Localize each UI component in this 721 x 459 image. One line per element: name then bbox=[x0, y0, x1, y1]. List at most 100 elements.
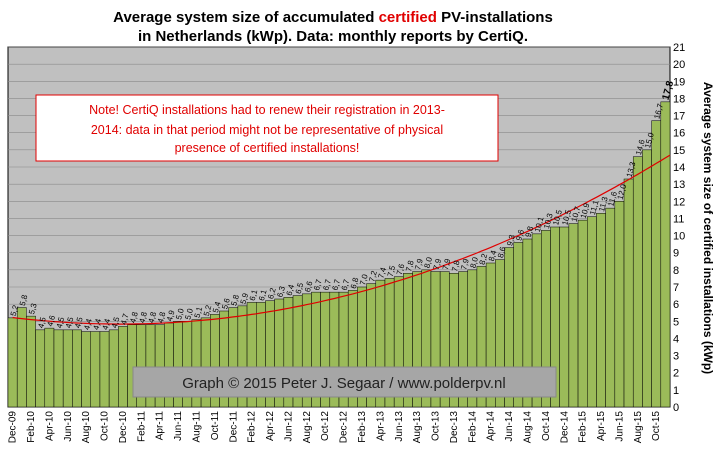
x-tick-label: Aug-12 bbox=[302, 411, 313, 444]
bar bbox=[568, 223, 579, 408]
x-tick-label: Aug-15 bbox=[633, 411, 644, 444]
bar bbox=[81, 331, 92, 408]
value-label: 4,9 bbox=[165, 309, 177, 323]
x-tick-label: Jun-12 bbox=[283, 411, 294, 442]
y-tick-label: 2 bbox=[673, 368, 679, 380]
x-tick-label: Oct-11 bbox=[210, 411, 221, 441]
value-label: 4,8 bbox=[156, 310, 168, 324]
bar bbox=[587, 216, 597, 408]
note-line-2: 2014: data in that period might not be r… bbox=[91, 123, 443, 137]
bar bbox=[108, 329, 119, 408]
value-label: 7,8 bbox=[404, 259, 416, 273]
bar bbox=[577, 219, 588, 408]
x-tick-label: Feb-13 bbox=[357, 411, 368, 443]
y-tick-label: 16 bbox=[673, 128, 685, 140]
value-label: 9,6 bbox=[514, 228, 526, 242]
y-tick-label: 11 bbox=[673, 213, 684, 225]
value-label: 7,2 bbox=[367, 269, 379, 283]
value-label: 4,5 bbox=[73, 316, 85, 330]
value-label: 9,8 bbox=[524, 225, 536, 239]
x-tick-label: Feb-15 bbox=[578, 411, 589, 443]
y-tick-label: 19 bbox=[673, 76, 685, 88]
value-label: 12,0 bbox=[616, 183, 629, 201]
y-tick-label: 0 bbox=[673, 402, 679, 414]
value-label: 4,4 bbox=[82, 317, 94, 331]
value-label: 10,5 bbox=[551, 208, 564, 226]
y-tick-label: 20 bbox=[673, 59, 685, 71]
value-label: 15,0 bbox=[643, 131, 656, 149]
value-label: 4,6 bbox=[46, 314, 58, 328]
x-tick-label: Aug-13 bbox=[412, 411, 423, 444]
value-label: 5,0 bbox=[174, 307, 186, 321]
y-tick-label: 17 bbox=[673, 111, 685, 123]
note-box: Note! CertiQ installations had to renew … bbox=[35, 94, 499, 162]
x-tick-label: Jun-10 bbox=[63, 411, 74, 442]
value-label: 5,1 bbox=[193, 305, 205, 319]
bar bbox=[632, 156, 643, 408]
bar bbox=[44, 327, 55, 408]
value-label: 8,2 bbox=[478, 252, 490, 266]
x-tick-label: Apr-10 bbox=[44, 411, 55, 441]
value-label: 8,6 bbox=[496, 245, 508, 259]
bar bbox=[16, 307, 27, 408]
value-label: 7,4 bbox=[377, 266, 389, 280]
value-label: 13,3 bbox=[625, 160, 638, 178]
x-tick-label: Oct-10 bbox=[100, 411, 111, 441]
value-label: 4,5 bbox=[55, 316, 67, 330]
value-label: 4,5 bbox=[110, 316, 122, 330]
value-label: 7,9 bbox=[413, 257, 425, 271]
value-label: 8,4 bbox=[487, 249, 499, 263]
value-label: 5,0 bbox=[183, 307, 195, 321]
y-tick-label: 18 bbox=[673, 93, 685, 105]
y-axis-title: Average system size of certified install… bbox=[701, 82, 715, 374]
y-tick-label: 3 bbox=[673, 351, 679, 363]
value-label: 6,7 bbox=[321, 278, 333, 292]
bar bbox=[90, 331, 101, 408]
x-tick-label: Dec-14 bbox=[559, 411, 570, 444]
value-label: 7,8 bbox=[450, 259, 462, 273]
value-labels: 5,25,85,34,54,64,54,54,54,44,44,44,54,74… bbox=[9, 79, 677, 331]
y-tick-label: 9 bbox=[673, 248, 679, 260]
x-tick-label: Feb-12 bbox=[247, 411, 258, 443]
x-tick-label: Aug-14 bbox=[522, 411, 533, 444]
x-tick-label: Jun-11 bbox=[173, 411, 184, 441]
note-line-1: Note! CertiQ installations had to renew … bbox=[89, 103, 445, 117]
bar bbox=[623, 178, 634, 408]
x-tick-label: Apr-11 bbox=[155, 411, 166, 441]
value-label: 4,4 bbox=[91, 317, 103, 331]
value-label: 7,9 bbox=[432, 257, 444, 271]
value-label: 10,1 bbox=[533, 215, 546, 233]
value-label: 4,5 bbox=[36, 316, 48, 330]
y-tick-label: 4 bbox=[673, 333, 679, 345]
x-tick-label: Aug-10 bbox=[81, 411, 92, 444]
x-tick-label: Dec-09 bbox=[8, 411, 19, 444]
x-tick-label: Apr-15 bbox=[596, 411, 607, 441]
bar bbox=[35, 329, 46, 408]
credit-text: Graph © 2015 Peter J. Segaar / www.polde… bbox=[182, 375, 505, 392]
value-label: 11,1 bbox=[588, 199, 601, 216]
value-label: 4,8 bbox=[137, 310, 149, 324]
value-label: 4,8 bbox=[128, 310, 140, 324]
bar bbox=[72, 329, 82, 408]
trendline bbox=[12, 154, 671, 325]
x-tick-label: Oct-13 bbox=[431, 411, 442, 441]
value-label: 8,0 bbox=[422, 256, 434, 270]
bar bbox=[642, 149, 652, 408]
value-label: 4,8 bbox=[147, 310, 159, 324]
chart-title-line-2: in Netherlands (kWp). Data: monthly repo… bbox=[138, 28, 528, 45]
x-axis-ticks: Dec-09 Feb-10 Apr-10 Jun-10 Aug-10 Oct-10 Dec-… bbox=[8, 411, 663, 444]
value-label: 11,3 bbox=[597, 195, 610, 212]
y-tick-label: 5 bbox=[673, 316, 679, 328]
y-tick-label: 6 bbox=[673, 299, 679, 311]
value-label: 6,3 bbox=[275, 285, 287, 299]
value-label: 6,7 bbox=[340, 278, 352, 292]
x-tick-label: Aug-11 bbox=[191, 411, 202, 443]
x-tick-label: Apr-12 bbox=[265, 411, 276, 441]
value-label: 10,7 bbox=[570, 205, 583, 223]
x-tick-label: Dec-13 bbox=[449, 411, 460, 444]
value-label: 7,9 bbox=[441, 257, 453, 271]
value-label: 4,7 bbox=[119, 312, 131, 326]
x-tick-label: Oct-14 bbox=[541, 411, 552, 441]
value-label: 5,3 bbox=[27, 302, 39, 316]
y-tick-label: 15 bbox=[673, 145, 685, 157]
